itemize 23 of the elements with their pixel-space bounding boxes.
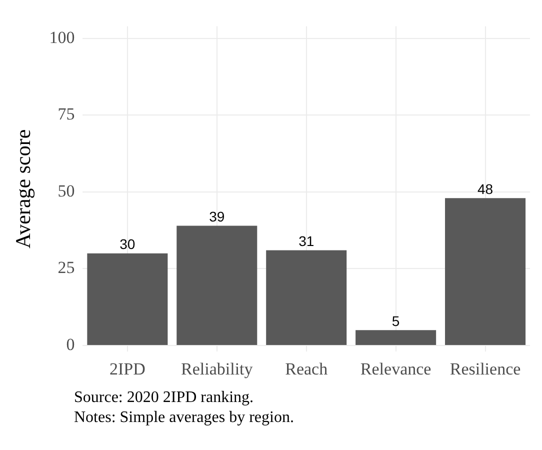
y-tick-label: 100	[49, 28, 75, 47]
x-tick-label: Reliability	[181, 359, 254, 378]
y-tick-label: 25	[58, 258, 75, 278]
bar	[176, 226, 258, 345]
x-tick-label: 2IPD	[109, 359, 146, 378]
x-tick-label: Resilience	[450, 359, 521, 378]
data-label: 31	[298, 233, 314, 250]
y-tick-label: 75	[58, 104, 75, 124]
x-tick-label: Reach	[285, 359, 328, 378]
bar	[356, 330, 436, 345]
y-tick-label: 50	[58, 181, 75, 200]
bar	[266, 250, 347, 345]
y-tick-label: 0	[66, 334, 75, 354]
source-note: Source: 2020 2IPD ranking.	[74, 388, 255, 408]
data-label: 5	[392, 312, 400, 329]
text: Notes: Simple averages by region.	[74, 408, 295, 428]
x-tick-label: Relevance	[360, 359, 432, 378]
data-label: 48	[477, 180, 494, 197]
data-label: 30	[120, 236, 136, 252]
bar	[87, 253, 168, 345]
data-label: 39	[209, 208, 225, 225]
bar	[445, 198, 526, 345]
y-axis-title: Average score	[11, 129, 36, 248]
